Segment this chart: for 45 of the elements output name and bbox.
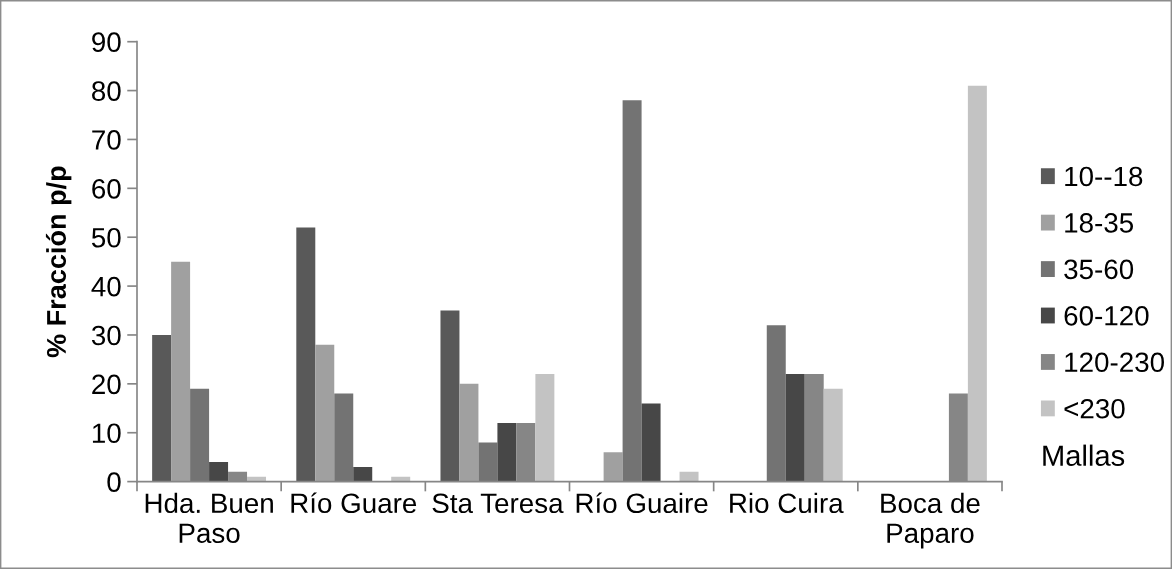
legend-label: 35-60	[1064, 259, 1134, 280]
bar	[209, 462, 229, 482]
bar	[967, 85, 987, 482]
y-tick-label: 20	[92, 374, 121, 395]
bar	[353, 466, 373, 482]
bar	[296, 227, 316, 482]
x-tick-label: Sta Teresa	[432, 493, 564, 514]
bar	[497, 422, 517, 482]
bar	[315, 344, 335, 482]
bar	[603, 452, 623, 482]
y-tick-label: 50	[91, 227, 121, 248]
bar	[171, 261, 191, 482]
y-tick-label: 90	[92, 32, 121, 53]
bar	[152, 334, 172, 482]
bar	[622, 100, 642, 482]
x-tick-label: Río Guaire	[576, 492, 708, 514]
bar	[766, 325, 786, 482]
legend-label: 60-120	[1064, 305, 1149, 326]
bar	[459, 383, 479, 482]
bar	[785, 374, 805, 482]
y-tick-label: 80	[92, 81, 121, 101]
y-tick-label: 60	[92, 179, 121, 199]
y-tick-label: 40	[91, 276, 121, 297]
y-axis-title: % Fracción p/p	[45, 166, 72, 358]
legend-label: 10--18	[1065, 166, 1143, 187]
y-tick-label: 0	[107, 472, 121, 492]
y-tick-label: 30	[91, 325, 121, 346]
bar	[823, 388, 843, 482]
bar	[679, 471, 699, 482]
bar	[334, 393, 354, 482]
y-tick-label: 10	[92, 423, 121, 444]
x-tick-label: Río Guare	[291, 492, 417, 514]
x-tick-label: Hda. Buen Paso	[145, 492, 273, 544]
bar	[535, 374, 555, 482]
bar	[190, 388, 210, 482]
legend-label: 120-230	[1065, 352, 1164, 373]
bar	[440, 310, 460, 482]
x-tick-label: Rio Cuira	[730, 492, 844, 514]
x-tick-label: Boca de Paparo	[881, 492, 980, 549]
y-tick-label: 70	[92, 130, 121, 150]
bar	[641, 403, 661, 482]
legend-title: Mallas	[1043, 444, 1125, 467]
bar	[478, 442, 498, 482]
legend-label: 18-35	[1065, 213, 1134, 233]
legend-label: <230	[1064, 398, 1125, 419]
